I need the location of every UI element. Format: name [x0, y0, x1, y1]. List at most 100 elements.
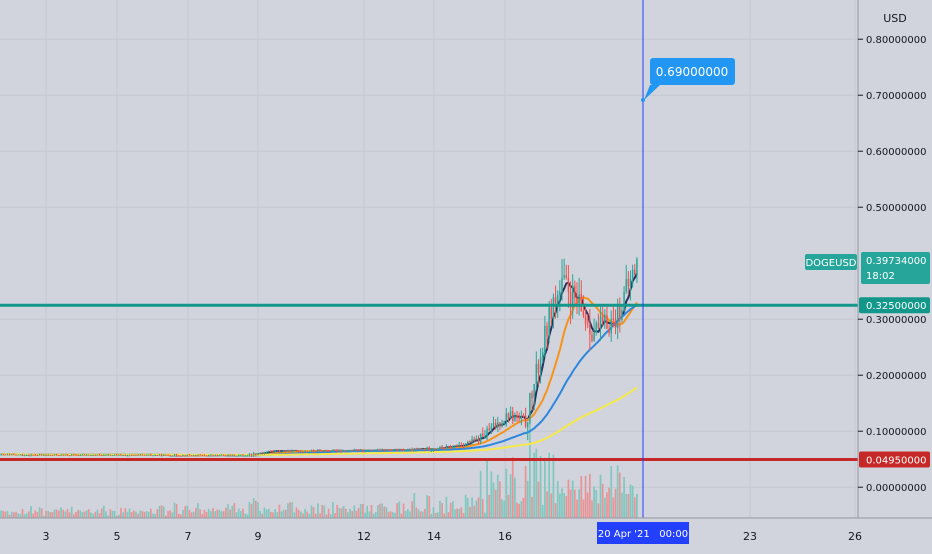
candle-body[interactable]	[612, 318, 615, 320]
candle-body[interactable]	[152, 455, 154, 457]
candle-body[interactable]	[216, 454, 219, 456]
candle-body[interactable]	[619, 306, 621, 320]
candle-body[interactable]	[302, 451, 304, 453]
candle-body[interactable]	[606, 314, 608, 329]
candle-body[interactable]	[467, 441, 469, 444]
candle-body[interactable]	[529, 392, 531, 423]
candle-body[interactable]	[195, 454, 197, 456]
candle-body[interactable]	[509, 411, 512, 419]
candle-body[interactable]	[285, 451, 287, 453]
candle-body[interactable]	[565, 275, 568, 278]
candle-body[interactable]	[237, 455, 240, 457]
candle-body[interactable]	[342, 450, 345, 452]
candle-body[interactable]	[124, 454, 126, 456]
candle-body[interactable]	[158, 454, 161, 456]
candle-body[interactable]	[163, 454, 165, 456]
candle-body[interactable]	[246, 455, 249, 457]
candle-body[interactable]	[77, 454, 79, 456]
candle-body[interactable]	[595, 323, 598, 333]
candle-body[interactable]	[347, 450, 349, 452]
candle-body[interactable]	[315, 451, 317, 453]
candle-body[interactable]	[26, 454, 28, 456]
candle-body[interactable]	[49, 454, 52, 456]
candle-body[interactable]	[287, 450, 289, 452]
candle-body[interactable]	[604, 314, 606, 323]
candle-body[interactable]	[180, 455, 182, 457]
candle-body[interactable]	[458, 445, 460, 447]
candle-body[interactable]	[270, 451, 272, 453]
candle-body[interactable]	[83, 454, 86, 456]
candle-body[interactable]	[419, 448, 422, 450]
candle-body[interactable]	[574, 285, 576, 298]
candle-body[interactable]	[332, 449, 334, 452]
candle-body[interactable]	[257, 453, 259, 455]
candle-body[interactable]	[552, 297, 555, 319]
candle-body[interactable]	[173, 454, 176, 456]
candle-body[interactable]	[111, 455, 114, 457]
candle-body[interactable]	[96, 454, 99, 456]
candle-body[interactable]	[627, 279, 630, 287]
candle-body[interactable]	[79, 454, 82, 456]
candle-body[interactable]	[276, 450, 279, 452]
candle-body[interactable]	[222, 454, 225, 456]
candle-body[interactable]	[556, 294, 559, 304]
candle-body[interactable]	[368, 449, 371, 451]
candle-body[interactable]	[248, 453, 251, 456]
candle-body[interactable]	[334, 449, 336, 451]
candle-body[interactable]	[225, 455, 227, 457]
candle-body[interactable]	[115, 454, 118, 456]
candle-body[interactable]	[244, 455, 246, 457]
candle-body[interactable]	[280, 451, 283, 453]
candle-body[interactable]	[520, 415, 523, 419]
candle-body[interactable]	[338, 450, 341, 452]
candle-body[interactable]	[432, 449, 435, 451]
candle-body[interactable]	[586, 324, 589, 326]
candle-body[interactable]	[289, 450, 291, 453]
candle-body[interactable]	[100, 454, 103, 456]
candle-body[interactable]	[330, 451, 332, 453]
candle-body[interactable]	[150, 454, 152, 456]
candle-body[interactable]	[503, 421, 505, 424]
candle-body[interactable]	[522, 415, 525, 417]
candle-body[interactable]	[64, 454, 67, 456]
candle-body[interactable]	[255, 453, 257, 455]
candle-body[interactable]	[304, 451, 306, 453]
candle-body[interactable]	[407, 449, 409, 451]
candle-body[interactable]	[409, 449, 411, 451]
candle-body[interactable]	[582, 311, 585, 316]
candle-body[interactable]	[550, 307, 553, 319]
candle-body[interactable]	[128, 454, 131, 456]
candle-body[interactable]	[512, 411, 514, 421]
candle-body[interactable]	[544, 325, 546, 353]
candle-body[interactable]	[535, 363, 538, 385]
candle-body[interactable]	[175, 454, 178, 456]
candle-body[interactable]	[210, 454, 212, 456]
candle-body[interactable]	[447, 445, 450, 447]
candle-body[interactable]	[165, 454, 167, 456]
candle-body[interactable]	[614, 319, 617, 328]
candle-body[interactable]	[47, 454, 49, 456]
candle-body[interactable]	[105, 454, 107, 456]
candle-body[interactable]	[220, 454, 223, 456]
candle-body[interactable]	[599, 316, 602, 329]
candle-body[interactable]	[184, 455, 186, 457]
candle-body[interactable]	[473, 439, 475, 441]
candle-body[interactable]	[21, 454, 24, 456]
candle-body[interactable]	[518, 416, 520, 419]
candle-body[interactable]	[385, 450, 388, 452]
candle-body[interactable]	[68, 455, 71, 457]
candle-body[interactable]	[109, 454, 112, 456]
candle-body[interactable]	[392, 449, 394, 451]
candle-body[interactable]	[452, 446, 454, 448]
candle-body[interactable]	[441, 446, 443, 449]
candle-body[interactable]	[62, 454, 64, 456]
candle-body[interactable]	[546, 325, 548, 337]
candle-body[interactable]	[55, 454, 58, 456]
candle-body[interactable]	[411, 449, 413, 452]
candle-body[interactable]	[148, 454, 150, 456]
candle-body[interactable]	[75, 454, 77, 456]
candle-body[interactable]	[201, 454, 204, 456]
candle-body[interactable]	[51, 454, 54, 456]
candle-body[interactable]	[312, 450, 315, 452]
candle-body[interactable]	[133, 454, 135, 456]
